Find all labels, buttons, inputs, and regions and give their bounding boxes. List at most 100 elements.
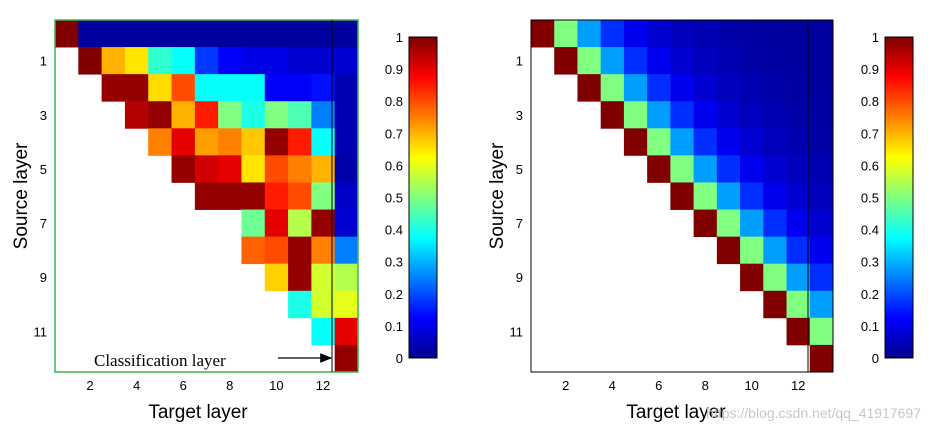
heat-cell [101, 74, 126, 102]
heat-cell [647, 20, 671, 48]
colorbar-tick-label: 0.3 [861, 255, 879, 270]
x-tick-label: 4 [133, 378, 140, 393]
heat-cell [311, 155, 336, 183]
heat-cell [241, 155, 266, 183]
heat-cell [218, 182, 242, 210]
heat-cell [288, 47, 312, 75]
heat-cell [171, 47, 196, 75]
colorbar-tick-label: 0.2 [385, 287, 403, 302]
heat-cell [786, 47, 811, 75]
left-colorbar [408, 36, 438, 359]
heat-cell [288, 155, 312, 183]
heat-cell [288, 236, 312, 265]
heat-cell [809, 128, 834, 156]
colorbar-tick-label: 1 [872, 30, 879, 45]
heat-cell [809, 290, 834, 319]
heat-cell [171, 101, 196, 129]
colorbar-tick-label: 0 [872, 351, 879, 366]
colorbar-tick-label: 0.8 [861, 94, 879, 109]
heat-cell [264, 155, 289, 183]
heat-cell [264, 209, 289, 238]
heat-cell [670, 128, 695, 156]
heat-cell [693, 101, 718, 129]
watermark: https://blog.csdn.net/qq_41917697 [706, 405, 921, 421]
heat-cell [334, 317, 359, 346]
heat-cell [241, 47, 266, 75]
heat-cell [763, 209, 787, 238]
heat-cell [148, 101, 172, 129]
heatmap-left [55, 20, 359, 373]
heat-cell [809, 74, 834, 102]
heat-cell [693, 182, 718, 210]
heat-cell [670, 101, 695, 129]
heat-cell [78, 20, 103, 48]
colorbar-tick-label: 0.6 [385, 158, 403, 173]
heat-cell [740, 47, 764, 75]
heat-cell [647, 128, 671, 156]
heat-cell [218, 20, 242, 48]
heat-cell [577, 20, 602, 48]
x-tick-label: 10 [744, 378, 758, 393]
heat-cell [101, 47, 126, 75]
heat-cell [288, 101, 312, 129]
heat-cell [809, 209, 834, 238]
heat-cell [311, 128, 336, 156]
heat-cell [264, 47, 289, 75]
heat-cell [740, 209, 764, 238]
heat-cell [600, 101, 625, 129]
heat-cell [78, 47, 103, 75]
heat-cell [334, 263, 359, 292]
classification-layer-label: Classification layer [94, 351, 226, 370]
y-tick-label: 5 [516, 162, 523, 177]
heat-cell [716, 20, 741, 48]
heat-cell [311, 47, 336, 75]
heat-cell [763, 263, 787, 292]
heat-cell [311, 101, 336, 129]
left-xlabel: Target layer [148, 402, 248, 423]
heat-cell [334, 344, 359, 373]
heat-cell [334, 209, 359, 238]
heat-cell [264, 128, 289, 156]
x-tick-label: 6 [180, 378, 187, 393]
heat-cell [740, 155, 764, 183]
x-tick-label: 12 [791, 378, 805, 393]
colorbar-tick-label: 0.4 [861, 223, 879, 238]
colorbar-tick-label: 0.3 [385, 255, 403, 270]
heat-cell [241, 209, 266, 238]
heat-cell [716, 74, 741, 102]
y-tick-label: 1 [516, 54, 523, 69]
heat-cell [171, 20, 196, 48]
heat-cell [55, 20, 79, 48]
heat-cell [264, 182, 289, 210]
heat-cell [334, 20, 359, 48]
colorbar-tick-label: 0.7 [861, 126, 879, 141]
heat-cell [763, 47, 787, 75]
heat-cell [171, 74, 196, 102]
heat-cell [740, 128, 764, 156]
heat-cell [311, 209, 336, 238]
heat-cell [716, 236, 741, 265]
heat-cell [716, 47, 741, 75]
heat-cell [786, 263, 811, 292]
heat-cell [809, 47, 834, 75]
heat-cell [288, 128, 312, 156]
y-tick-label: 9 [516, 270, 523, 285]
colorbar-tick-label: 0.9 [385, 62, 403, 77]
heat-cell [647, 47, 671, 75]
heat-cell [693, 20, 718, 48]
heat-cell [124, 74, 149, 102]
heat-cell [740, 74, 764, 102]
heat-cell [763, 182, 787, 210]
heat-cell [809, 263, 834, 292]
heat-cell [786, 20, 811, 48]
heat-cell [218, 101, 242, 129]
right-xlabel: Target layer [626, 402, 726, 423]
heat-cell [670, 182, 695, 210]
heat-cell [288, 263, 312, 292]
y-tick-label: 9 [40, 270, 47, 285]
heat-cell [600, 47, 625, 75]
x-tick-label: 8 [702, 378, 709, 393]
heat-cell [218, 74, 242, 102]
heat-cell [763, 128, 787, 156]
heat-cell [693, 155, 718, 183]
